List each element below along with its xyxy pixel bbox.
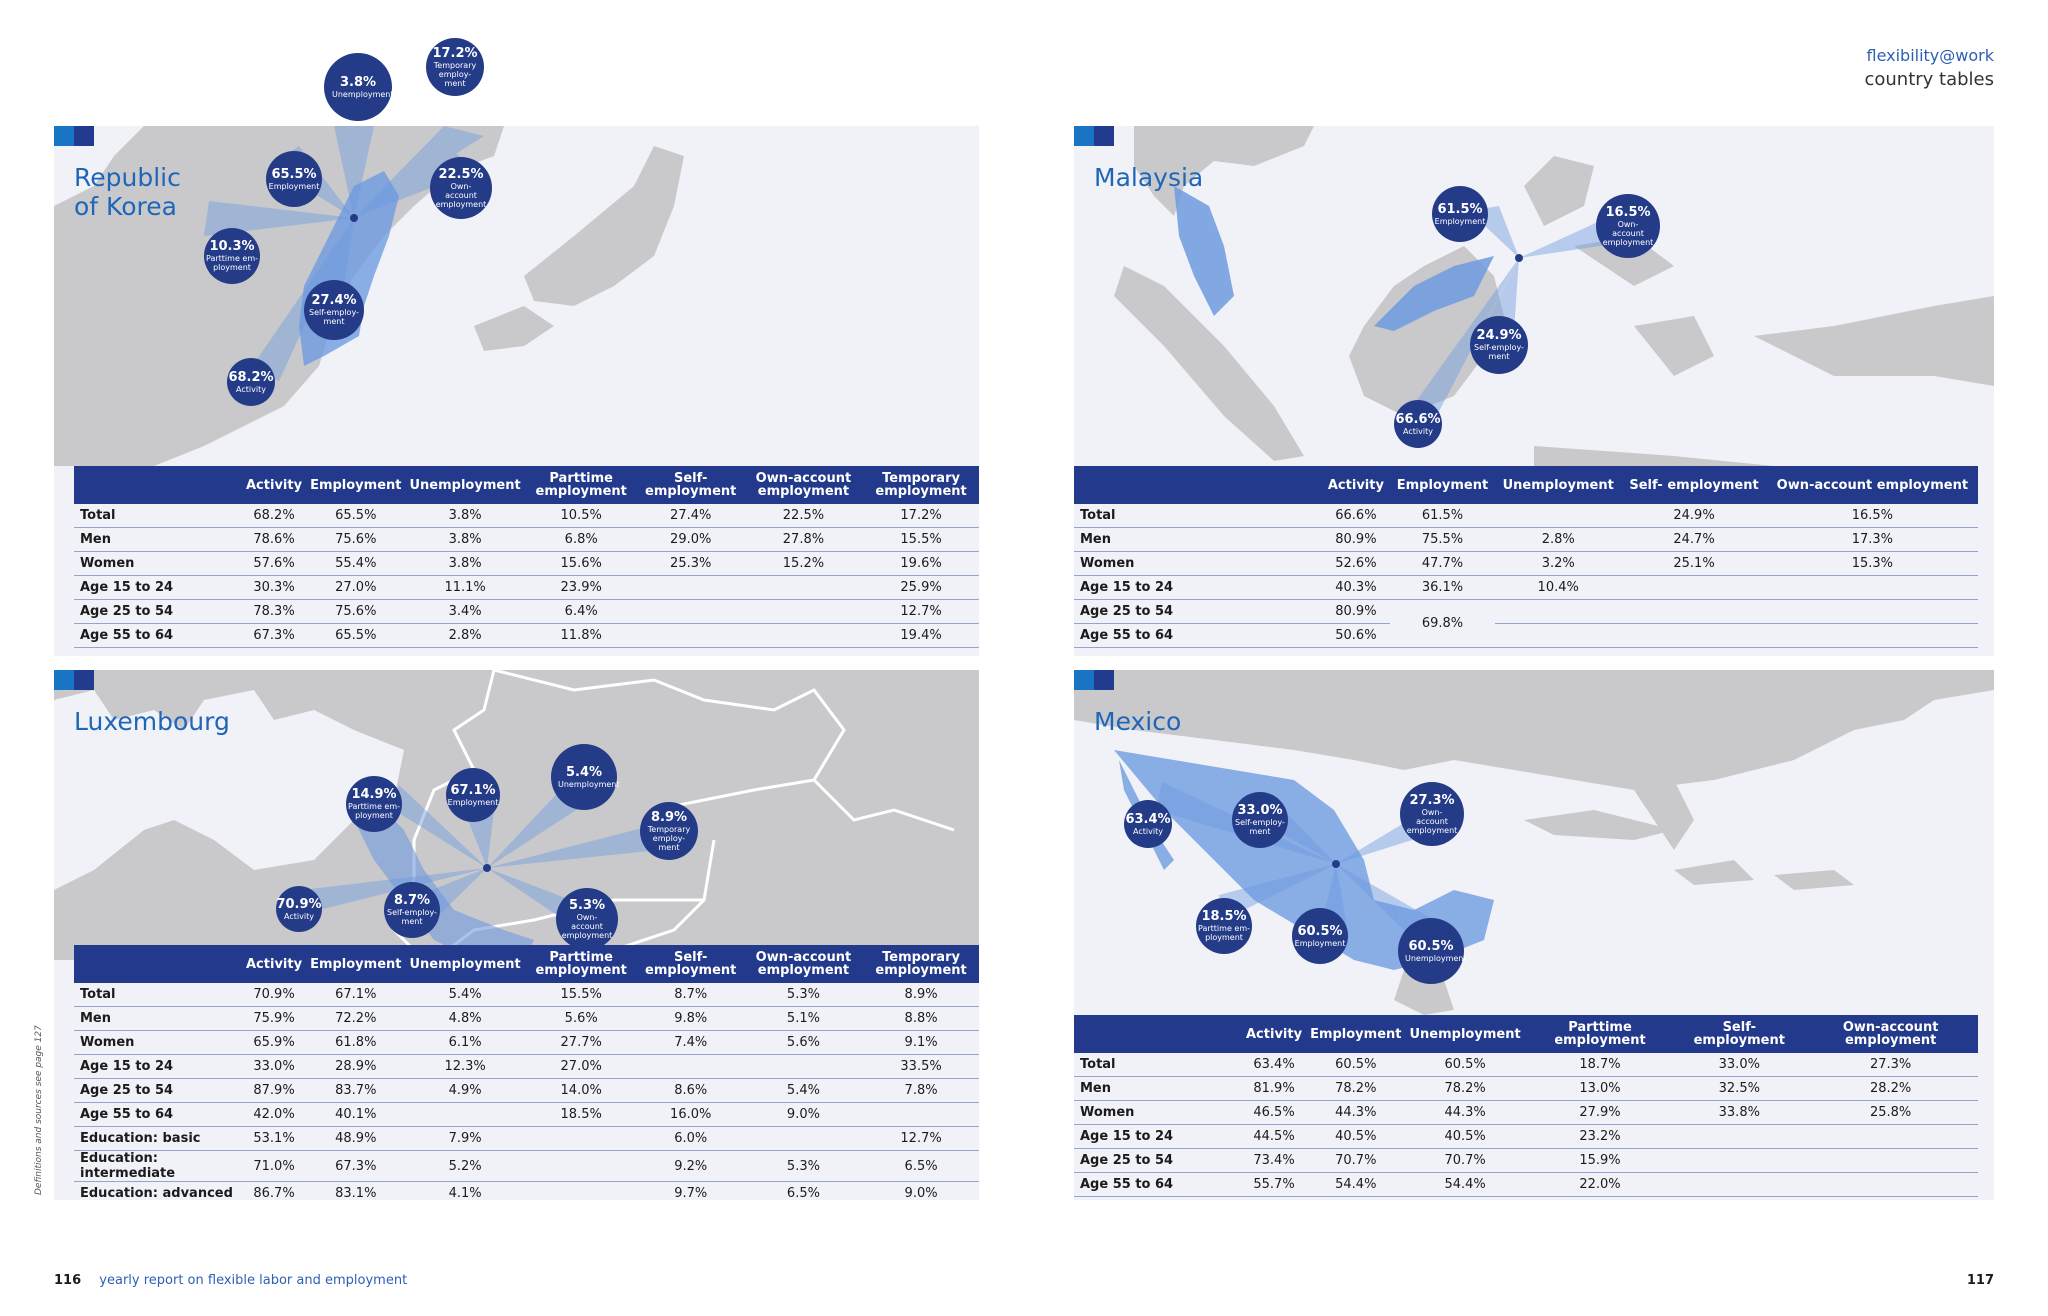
malaysia-bubble-self-employment: 24.9% Self-employ-ment [1470, 316, 1528, 374]
korea-bubble-unemployment: 3.8% Unemployment [324, 53, 394, 121]
table-row: Men 80.9% 75.5% 2.8% 24.7% 17.3% [1074, 527, 1978, 552]
malaysia-bubble-employment: 61.5% Employment [1432, 186, 1488, 242]
table-row: Age 55 to 64 67.3% 65.5% 2.8% 11.8% 19.4% [74, 623, 979, 648]
korea-bubble-temporary: 17.2% Temporary employ-ment [426, 38, 484, 96]
luxembourg-table: Activity Employment Unemployment Parttime … [74, 945, 979, 1200]
table-row: Age 25 to 54 87.9% 83.7% 4.9% 14.0% 8.6% 5.4% 7… [74, 1078, 979, 1103]
footer-left: 116 yearly report on flexible labor and … [54, 1273, 407, 1288]
table-row: Age 55 to 64 55.7% 54.4% 54.4% 22.0% [1074, 1172, 1978, 1197]
footer-title: yearly report on flexible labor and empl… [99, 1273, 408, 1288]
page-number-left: 116 [54, 1273, 82, 1288]
malaysia-map [1114, 126, 1994, 466]
table-header-row: Activity Employment Unemployment Parttime … [1074, 1015, 1978, 1053]
header-brand: flexibility@work [1866, 46, 1994, 65]
mexico-bubble-parttime: 18.5% Parttime em-ployment [1196, 898, 1252, 954]
table-row: Total 70.9% 67.1% 5.4% 15.5% 8.7% 5.3% 8.9% [74, 983, 979, 1007]
korea-bubble-own-account: 22.5% Own-account employment [430, 157, 492, 219]
table-row: Women 46.5% 44.3% 44.3% 27.9% 33.8% 25.8% [1074, 1100, 1978, 1125]
table-row: Total 63.4% 60.5% 60.5% 18.7% 33.0% 27.3% [1074, 1053, 1978, 1077]
section-header: flexibility@work country tables [1864, 46, 1994, 90]
table-row: Men 78.6% 75.6% 3.8% 6.8% 29.0% 27.8% 15.5% [74, 527, 979, 552]
korea-panel: Republic of Korea Activity Employment Une… [54, 126, 979, 656]
malaysia-table: Activity Employment Unemployment Self- emp… [1074, 466, 1978, 648]
table-row: Age 15 to 24 44.5% 40.5% 40.5% 23.2% [1074, 1124, 1978, 1149]
korea-bubble-employment: 65.5% Employment [266, 151, 322, 207]
table-row: Total 68.2% 65.5% 3.8% 10.5% 27.4% 22.5% 17.2% [74, 504, 979, 528]
table-row: Education: advanced 86.7% 83.1% 4.1% 9.7% 6.5… [74, 1181, 979, 1200]
mexico-bubble-employment: 60.5% Employment [1292, 908, 1348, 964]
header-subtitle: country tables [1864, 69, 1994, 90]
mexico-panel: Mexico Activity Employment Unemployment Pa… [1074, 670, 1994, 1200]
mexico-marker [1074, 670, 1114, 690]
luxembourg-bubble-self-employment: 8.7% Self-employ-ment [384, 882, 440, 938]
table-header-row: Activity Employment Unemployment Parttime … [74, 466, 979, 504]
table-header-row: Activity Employment Unemployment Parttime … [74, 945, 979, 983]
malaysia-bubble-own-account: 16.5% Own-account employment [1596, 194, 1660, 258]
malaysia-title: Malaysia [1094, 163, 1204, 192]
korea-bubble-self-employment: 27.4% Self-employ-ment [304, 280, 364, 340]
table-row: Age 55 to 64 42.0% 40.1% 18.5% 16.0% 9.0% [74, 1102, 979, 1127]
luxembourg-panel: Luxembourg Activity Employment Unemployme… [54, 670, 979, 1200]
malaysia-bubble-activity: 66.6% Activity [1394, 400, 1442, 448]
table-row: Age 15 to 24 30.3% 27.0% 11.1% 23.9% 25.9% [74, 575, 979, 600]
table-row: Age 15 to 24 40.3% 36.1% 10.4% [1074, 575, 1978, 600]
table-row: Men 75.9% 72.2% 4.8% 5.6% 9.8% 5.1% 8.8% [74, 1006, 979, 1031]
mexico-bubble-unemployment: 60.5% Unemployment [1398, 918, 1467, 984]
mexico-bubble-own-account: 27.3% Own-account employment [1400, 782, 1464, 846]
korea-title: Republic of Korea [74, 163, 181, 221]
luxembourg-bubble-employment: 67.1% Employment [446, 768, 500, 822]
korea-bubble-activity: 68.2% Activity [227, 358, 275, 406]
korea-bubble-parttime: 10.3% Parttime em-ployment [204, 228, 260, 284]
table-row: Women 57.6% 55.4% 3.8% 15.6% 25.3% 15.2% 19.6% [74, 551, 979, 576]
malaysia-panel: Malaysia Activity Employment Unemployment… [1074, 126, 1994, 656]
luxembourg-title: Luxembourg [74, 707, 230, 736]
table-row: Age 55 to 64 50.6% [1074, 623, 1978, 648]
mexico-table: Activity Employment Unemployment Parttime … [1074, 1015, 1978, 1197]
mexico-bubble-self-employment: 33.0% Self-employ-ment [1232, 792, 1288, 848]
mexico-title: Mexico [1094, 707, 1182, 736]
korea-table: Activity Employment Unemployment Parttime … [74, 466, 979, 648]
table-header-row: Activity Employment Unemployment Self- emp… [1074, 466, 1978, 504]
sources-note: Definitions and sources see page 127 [34, 1025, 44, 1195]
table-row: Women 65.9% 61.8% 6.1% 27.7% 7.4% 5.6% 9.1% [74, 1030, 979, 1055]
korea-marker [54, 126, 94, 146]
malaysia-marker [1074, 126, 1114, 146]
korea-map [54, 126, 684, 466]
table-row: Women 52.6% 47.7% 3.2% 25.1% 15.3% [1074, 551, 1978, 576]
table-row: Education: basic 53.1% 48.9% 7.9% 6.0% 12.7% [74, 1126, 979, 1151]
table-row: Age 25 to 54 73.4% 70.7% 70.7% 15.9% [1074, 1148, 1978, 1173]
table-row: Men 81.9% 78.2% 78.2% 13.0% 32.5% 28.2% [1074, 1076, 1978, 1101]
mexico-map [1074, 670, 1994, 1015]
luxembourg-bubble-parttime: 14.9% Parttime em-ployment [346, 776, 402, 832]
mexico-bubble-activity: 63.4% Activity [1124, 800, 1172, 848]
page-number-right: 117 [1966, 1273, 1994, 1288]
luxembourg-bubble-own-account: 5.3% Own-account employment [556, 888, 618, 950]
table-row: Age 15 to 24 33.0% 28.9% 12.3% 27.0% 33.5% [74, 1054, 979, 1079]
table-row: Total 66.6% 61.5% 24.9% 16.5% [1074, 504, 1978, 528]
luxembourg-bubble-unemployment: 5.4% Unemployment [551, 744, 620, 810]
table-row: Age 25 to 54 80.9% 69.8% [1074, 599, 1978, 648]
table-row: Age 25 to 54 78.3% 75.6% 3.4% 6.4% 12.7% [74, 599, 979, 624]
luxembourg-bubble-activity: 70.9% Activity [276, 886, 322, 932]
table-row: Education: intermediate 71.0% 67.3% 5.2% 9.2… [74, 1150, 979, 1182]
luxembourg-marker [54, 670, 94, 690]
luxembourg-bubble-temporary: 8.9% Temporary employ-ment [640, 802, 698, 860]
